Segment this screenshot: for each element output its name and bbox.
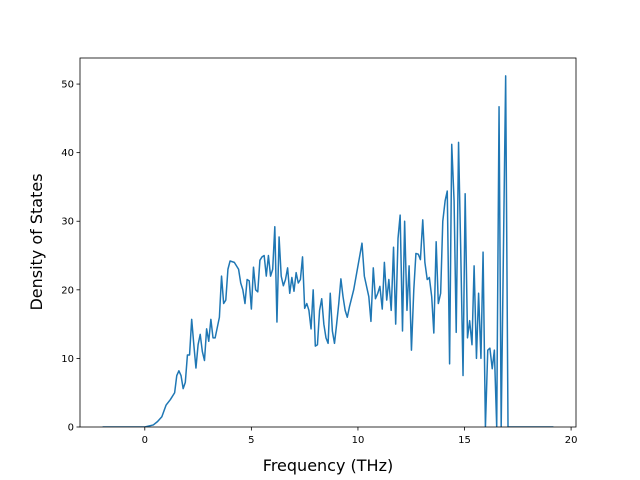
y-tick-label: 0 [68,423,74,434]
y-tick-label: 40 [61,148,74,159]
line [102,75,554,427]
x-tick-label: 10 [352,435,365,446]
x-tick-label: 5 [248,435,254,446]
x-axis-label: Frequency (THz) [263,456,393,475]
y-tick-label: 10 [61,354,74,365]
y-tick-label: 20 [61,285,74,296]
plot-frame [79,57,577,428]
y-tick-label: 50 [61,80,74,91]
y-tick-label: 30 [61,217,74,228]
x-tick-label: 0 [142,435,148,446]
x-tick-label: 20 [565,435,578,446]
x-tick-label: 15 [458,435,471,446]
y-axis-label: Density of States [27,173,46,310]
